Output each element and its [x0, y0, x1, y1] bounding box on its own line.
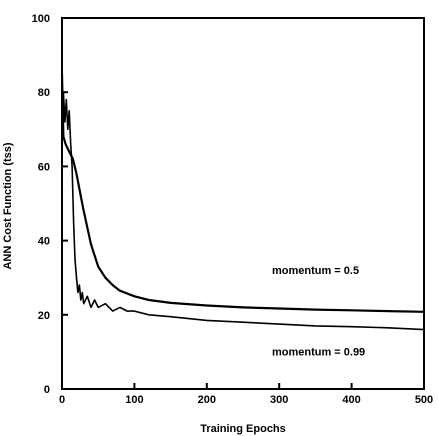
- ticks: 0 20 40 60 80 100 0 100 200 300 400 500: [32, 13, 434, 406]
- y-tick-label: 80: [38, 87, 50, 99]
- x-tick-label: 200: [198, 394, 216, 406]
- axes: [61, 17, 425, 390]
- series-line-momentum-0-99: [61, 91, 425, 331]
- y-axis-label: ANN Cost Function (tss): [2, 142, 14, 269]
- annotation-momentum-0-5: momentum = 0.5: [272, 265, 359, 277]
- plot-lines: [60, 73, 425, 331]
- series-line-momentum-0-5: [60, 73, 425, 313]
- annotations: momentum = 0.5 momentum = 0.99: [272, 265, 365, 359]
- y-tick-label: 20: [38, 310, 50, 322]
- x-axis-label: Training Epochs: [200, 423, 286, 435]
- y-tick-label: 40: [38, 236, 50, 248]
- x-tick-label: 0: [59, 394, 65, 406]
- annotation-momentum-0-99: momentum = 0.99: [272, 347, 365, 359]
- y-tick-label: 100: [32, 13, 50, 25]
- y-tick-label: 0: [44, 384, 50, 396]
- plot-frame: [61, 17, 425, 390]
- x-tick-label: 400: [342, 394, 360, 406]
- x-tick-label: 100: [125, 394, 143, 406]
- y-tick-label: 60: [38, 161, 50, 173]
- x-tick-label: 500: [415, 394, 433, 406]
- x-tick-label: 300: [270, 394, 288, 406]
